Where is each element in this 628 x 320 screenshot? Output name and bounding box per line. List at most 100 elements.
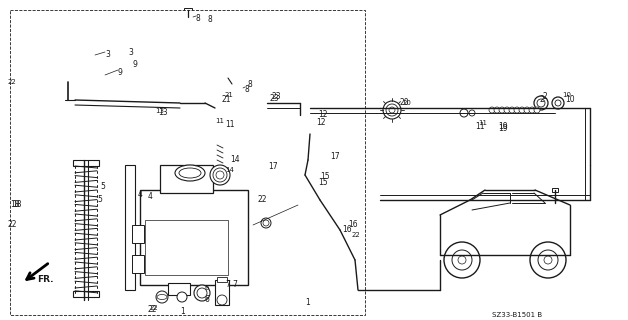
Bar	[10, 10, 365, 315]
Bar	[215, 280, 229, 305]
Bar	[73, 291, 99, 297]
Text: 4: 4	[138, 190, 143, 199]
Text: 23: 23	[272, 92, 281, 101]
Text: 21: 21	[222, 95, 232, 104]
Text: 15: 15	[318, 178, 328, 187]
Bar	[184, 8, 192, 13]
Circle shape	[211, 92, 221, 102]
Text: 17: 17	[268, 162, 278, 171]
Circle shape	[504, 107, 510, 113]
Circle shape	[452, 250, 472, 270]
Circle shape	[14, 62, 26, 74]
Text: 8: 8	[248, 80, 252, 89]
Bar	[168, 283, 190, 295]
Circle shape	[177, 292, 187, 302]
Circle shape	[210, 165, 230, 185]
Text: 10: 10	[565, 95, 575, 104]
Text: 22: 22	[352, 232, 360, 238]
Circle shape	[226, 106, 234, 114]
Bar	[14, 64, 18, 72]
Ellipse shape	[48, 22, 88, 34]
Circle shape	[537, 99, 545, 107]
Circle shape	[494, 107, 500, 113]
Text: 11: 11	[225, 120, 234, 129]
Ellipse shape	[230, 83, 242, 93]
Text: 13: 13	[155, 108, 164, 114]
Circle shape	[555, 100, 561, 106]
Circle shape	[458, 256, 466, 264]
Circle shape	[261, 218, 271, 228]
Text: 6: 6	[205, 285, 210, 291]
Text: 6: 6	[205, 295, 210, 304]
Circle shape	[538, 250, 558, 270]
Circle shape	[310, 131, 318, 139]
Ellipse shape	[50, 43, 86, 57]
Text: 14: 14	[225, 167, 234, 173]
Text: 9: 9	[118, 68, 123, 77]
Text: 3: 3	[128, 48, 133, 57]
Text: 11: 11	[478, 120, 487, 126]
Bar	[145, 220, 228, 275]
Circle shape	[530, 242, 566, 278]
Ellipse shape	[175, 165, 205, 181]
Circle shape	[386, 104, 398, 116]
Text: 21: 21	[225, 92, 234, 98]
Circle shape	[197, 288, 207, 298]
Text: 22: 22	[8, 79, 17, 85]
Circle shape	[213, 168, 227, 182]
Ellipse shape	[40, 19, 95, 37]
Text: SZ33-B1501 B: SZ33-B1501 B	[492, 312, 542, 318]
Circle shape	[544, 256, 552, 264]
Circle shape	[263, 220, 269, 226]
Circle shape	[519, 107, 525, 113]
Text: 8: 8	[245, 85, 250, 94]
Circle shape	[156, 291, 168, 303]
Text: 2: 2	[543, 92, 548, 101]
Bar	[76, 58, 84, 68]
Circle shape	[217, 295, 227, 305]
Circle shape	[158, 92, 168, 102]
Text: 3: 3	[105, 50, 110, 59]
Circle shape	[509, 107, 515, 113]
Text: 23: 23	[270, 94, 279, 103]
Bar	[132, 225, 144, 243]
Bar	[44, 58, 52, 68]
Bar	[125, 165, 135, 290]
Circle shape	[389, 107, 395, 113]
Bar	[552, 188, 558, 192]
Text: 19: 19	[498, 122, 507, 131]
Text: 13: 13	[158, 108, 168, 117]
Text: 22: 22	[150, 305, 159, 311]
Text: 16: 16	[348, 220, 357, 229]
Ellipse shape	[157, 294, 167, 300]
Text: 15: 15	[320, 172, 330, 181]
Text: 11: 11	[475, 122, 484, 131]
Circle shape	[305, 125, 315, 135]
Text: 22: 22	[8, 220, 18, 229]
Circle shape	[237, 107, 243, 113]
Circle shape	[489, 107, 495, 113]
Text: FR.: FR.	[37, 275, 53, 284]
Text: 11: 11	[215, 118, 224, 124]
Text: 14: 14	[230, 155, 240, 164]
Text: 9: 9	[133, 60, 138, 69]
Circle shape	[194, 285, 210, 301]
Text: 17: 17	[330, 152, 340, 161]
Circle shape	[229, 81, 243, 95]
Circle shape	[183, 17, 193, 27]
Text: 18: 18	[12, 200, 21, 209]
Ellipse shape	[179, 168, 201, 178]
Text: 20: 20	[403, 100, 412, 106]
Text: 20: 20	[400, 98, 409, 107]
Circle shape	[552, 97, 564, 109]
Text: 22: 22	[258, 195, 268, 204]
Text: 7: 7	[232, 280, 237, 289]
Text: 12: 12	[316, 118, 325, 127]
Text: 8: 8	[208, 15, 213, 24]
Text: 4: 4	[148, 192, 153, 201]
Circle shape	[383, 101, 401, 119]
Bar	[217, 277, 227, 282]
Text: 19: 19	[498, 124, 507, 133]
Bar	[48, 52, 88, 82]
Circle shape	[160, 94, 166, 100]
